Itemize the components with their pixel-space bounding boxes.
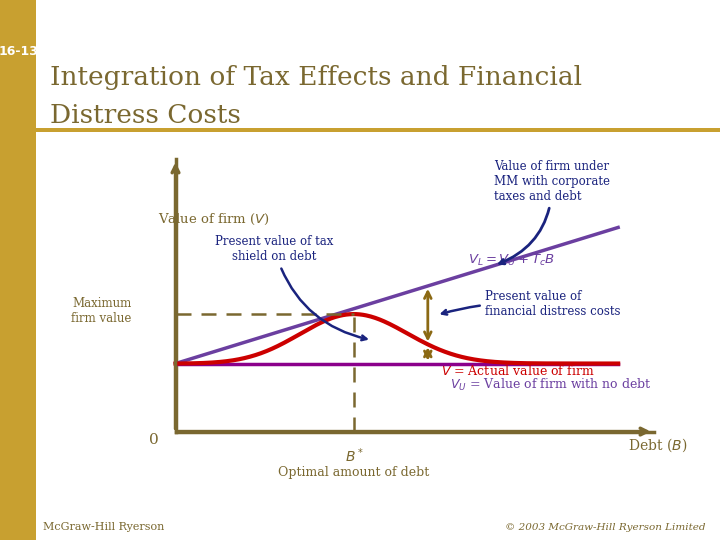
Text: Present value of tax
shield on debt: Present value of tax shield on debt [215,235,366,340]
Text: Value of firm ($V$): Value of firm ($V$) [158,212,270,227]
Text: Maximum
firm value: Maximum firm value [71,298,131,326]
Text: 16-13: 16-13 [0,45,38,58]
Text: Integration of Tax Effects and Financial: Integration of Tax Effects and Financial [50,65,582,90]
Text: Debt ($B$): Debt ($B$) [629,436,688,454]
Text: Optimal amount of debt: Optimal amount of debt [279,466,430,479]
Text: © 2003 McGraw-Hill Ryerson Limited: © 2003 McGraw-Hill Ryerson Limited [505,523,706,532]
Text: Value of firm under
MM with corporate
taxes and debt: Value of firm under MM with corporate ta… [494,160,611,264]
Text: $V_L = V_U + T_c B$: $V_L = V_U + T_c B$ [468,253,555,268]
Text: McGraw-Hill Ryerson: McGraw-Hill Ryerson [43,522,165,532]
Text: $B^*$: $B^*$ [345,447,364,465]
Text: 0: 0 [148,433,158,447]
Text: Present value of
financial distress costs: Present value of financial distress cost… [442,291,621,318]
Text: $V_U$ = Value of firm with no debt: $V_U$ = Value of firm with no debt [450,377,652,393]
Text: Distress Costs: Distress Costs [50,103,241,127]
Text: $V$ = Actual value of firm: $V$ = Actual value of firm [441,364,595,378]
